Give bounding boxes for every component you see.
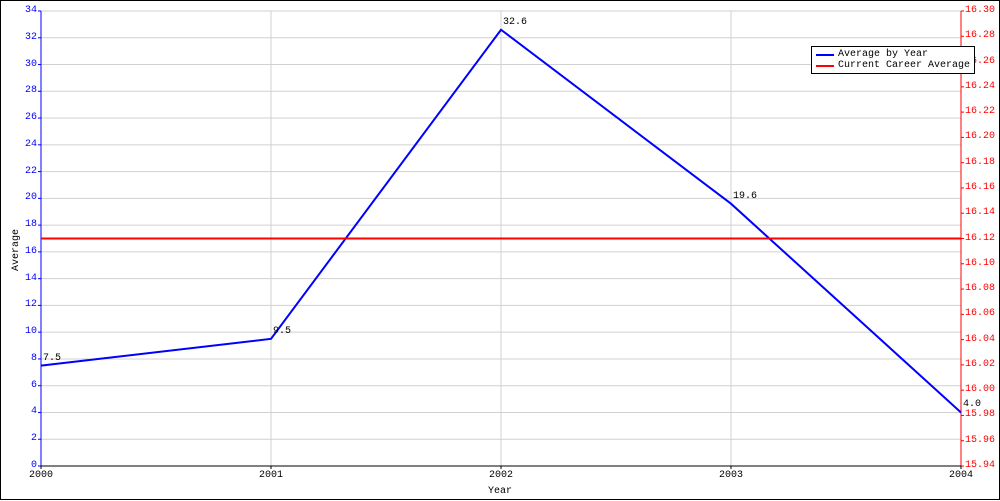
data-point-label: 19.6 xyxy=(733,192,757,202)
legend-label: Average by Year xyxy=(838,49,928,60)
data-point-label: 32.6 xyxy=(503,18,527,28)
legend-item: Current Career Average xyxy=(816,60,970,71)
data-point-label: 4.0 xyxy=(963,400,981,410)
legend-label: Current Career Average xyxy=(838,60,970,71)
line-chart: 0246810121416182022242628303234 15.9415.… xyxy=(0,0,1000,500)
data-labels: 7.5 9.5 32.6 19.6 4.0 xyxy=(1,1,999,499)
legend: Average by YearCurrent Career Average xyxy=(811,46,975,74)
data-point-label: 7.5 xyxy=(43,354,61,364)
legend-item: Average by Year xyxy=(816,49,970,60)
legend-swatch xyxy=(816,54,834,56)
data-point-label: 9.5 xyxy=(273,327,291,337)
legend-swatch xyxy=(816,65,834,67)
